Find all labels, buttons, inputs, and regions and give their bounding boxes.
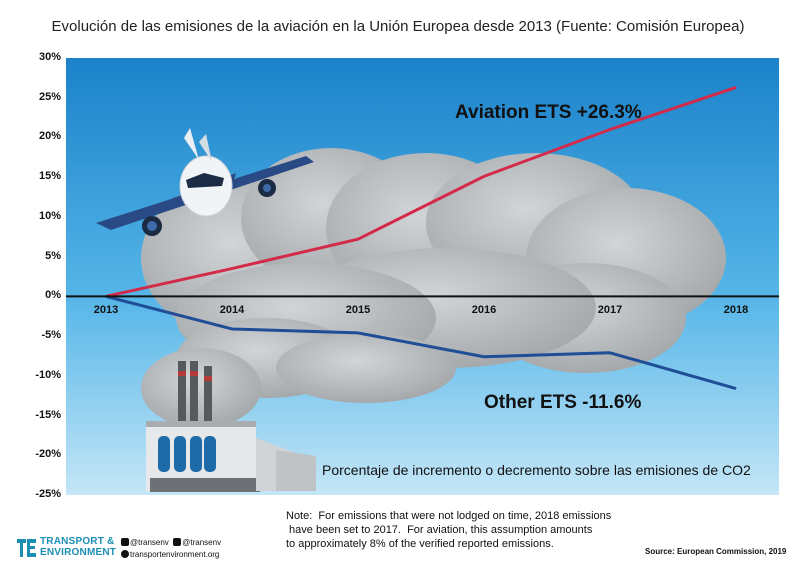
y-tick-label: -10% <box>35 368 61 381</box>
x-tick-label: 2014 <box>219 304 245 317</box>
twitter-icon <box>121 538 129 546</box>
y-tick-label: 10% <box>38 209 61 222</box>
series-line-1 <box>105 294 737 390</box>
transport-environment-logo[interactable]: TRANSPORT & ENVIRONMENT <box>16 536 116 560</box>
y-tick-label: 5% <box>45 249 61 262</box>
series-0-point-2015 <box>357 238 359 240</box>
series-0-point-2016 <box>483 175 485 177</box>
source-credit: Source: European Commission, 2019 <box>645 547 787 556</box>
twitter-handle: @transenv <box>130 538 169 547</box>
series-0-point-2017 <box>609 129 611 131</box>
series-0-point-2014 <box>231 268 233 270</box>
smoke-cloud <box>141 148 726 428</box>
series-1-point-2016 <box>483 356 485 358</box>
y-tick-label: 30% <box>38 51 61 63</box>
logo-line2: ENVIRONMENT <box>40 547 117 558</box>
y-tick-label: 20% <box>38 130 61 143</box>
x-tick-label: 2017 <box>597 304 623 317</box>
y-tick-label: -15% <box>35 408 61 421</box>
x-tick-label: 2016 <box>471 304 497 317</box>
website-link[interactable]: transportenvironment.org <box>121 550 219 559</box>
y-tick-label: 0% <box>45 289 61 302</box>
x-tick-label: 2015 <box>345 304 371 317</box>
series-1-point-2017 <box>609 352 611 354</box>
aviation-series-label: Aviation ETS +26.3% <box>455 102 642 123</box>
series-0-point-2018 <box>735 86 737 88</box>
x-tick-label: 2013 <box>93 304 119 317</box>
factory-icon <box>146 361 316 492</box>
facebook-handle: @transenv <box>182 538 222 547</box>
chart-svg <box>66 58 779 495</box>
series-1-point-2015 <box>357 332 359 334</box>
facebook-link[interactable]: @transenv <box>173 538 221 547</box>
chart-title: Evolución de las emisiones de la aviació… <box>51 18 745 35</box>
y-tick-label: -5% <box>41 329 61 342</box>
y-tick-label: 15% <box>38 170 61 183</box>
twitter-link[interactable]: @transenv <box>121 538 169 547</box>
facebook-icon <box>173 538 182 546</box>
series-line-0 <box>105 85 737 298</box>
y-tick-label: 25% <box>38 90 61 103</box>
logo-line1: TRANSPORT & <box>40 536 115 547</box>
footnote: Note: For emissions that were not lodged… <box>286 510 612 550</box>
x-tick-label: 2018 <box>723 304 749 317</box>
chart-caption: Porcentaje de incremento o decremento so… <box>322 462 751 478</box>
social-links: @transenv @transenv transportenvironment… <box>121 537 221 561</box>
series-1-point-2018 <box>735 388 737 390</box>
plot-area <box>66 58 779 495</box>
website-url: transportenvironment.org <box>130 550 220 559</box>
series-1-point-2014 <box>231 328 233 330</box>
other-series-label: Other ETS -11.6% <box>484 392 642 413</box>
y-tick-label: -20% <box>35 448 61 461</box>
series-layer <box>105 85 737 390</box>
te-logo-icon <box>17 539 36 557</box>
airplane-icon <box>96 128 314 236</box>
globe-icon <box>121 550 129 558</box>
y-tick-label: -25% <box>35 488 61 500</box>
